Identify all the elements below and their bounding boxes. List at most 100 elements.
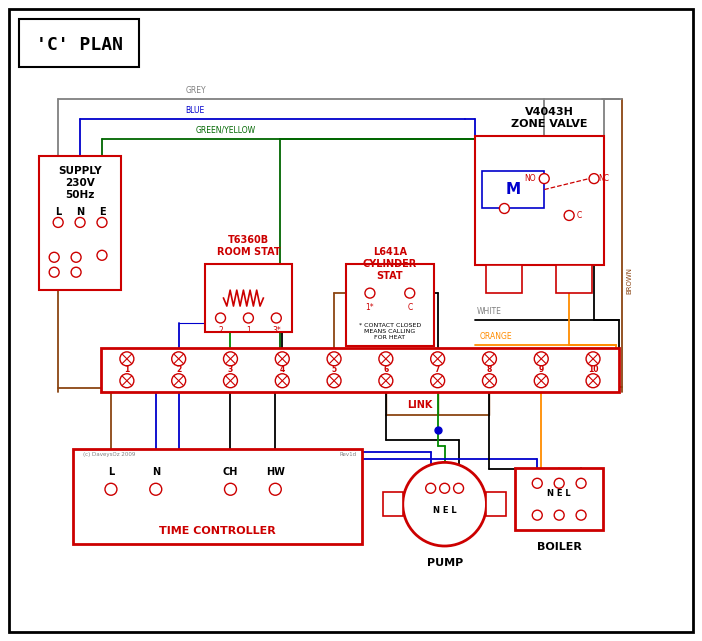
Text: ORANGE: ORANGE	[479, 332, 512, 341]
Circle shape	[120, 352, 134, 366]
Text: BROWN: BROWN	[626, 267, 632, 294]
Circle shape	[439, 483, 449, 493]
Circle shape	[216, 313, 225, 323]
Circle shape	[53, 217, 63, 228]
Circle shape	[576, 478, 586, 488]
Text: T6360B: T6360B	[228, 235, 269, 246]
FancyBboxPatch shape	[486, 265, 522, 293]
Text: CH: CH	[223, 467, 238, 478]
Circle shape	[589, 174, 599, 183]
Circle shape	[532, 478, 542, 488]
Circle shape	[275, 374, 289, 388]
Text: 3: 3	[228, 365, 233, 374]
Text: 2: 2	[176, 365, 181, 374]
Text: ROOM STAT: ROOM STAT	[217, 247, 280, 257]
Text: 6: 6	[383, 365, 388, 374]
Text: 9: 9	[538, 365, 544, 374]
Circle shape	[97, 250, 107, 260]
Circle shape	[172, 374, 185, 388]
Text: 8: 8	[486, 365, 492, 374]
Circle shape	[403, 462, 486, 546]
FancyBboxPatch shape	[101, 348, 619, 392]
FancyBboxPatch shape	[73, 449, 362, 544]
Text: 50Hz: 50Hz	[65, 190, 95, 199]
Text: Rev1d: Rev1d	[340, 453, 357, 458]
Circle shape	[534, 352, 548, 366]
Text: 1*: 1*	[366, 303, 374, 312]
Circle shape	[105, 483, 117, 495]
Circle shape	[71, 253, 81, 262]
Text: ZONE VALVE: ZONE VALVE	[511, 119, 588, 129]
Text: NC: NC	[598, 174, 609, 183]
Circle shape	[379, 374, 393, 388]
Circle shape	[431, 374, 444, 388]
Circle shape	[586, 374, 600, 388]
Text: N: N	[152, 467, 160, 478]
Circle shape	[554, 510, 564, 520]
Text: 4: 4	[279, 365, 285, 374]
Circle shape	[97, 217, 107, 228]
Circle shape	[275, 352, 289, 366]
Text: 5: 5	[331, 365, 337, 374]
Text: 1: 1	[246, 326, 251, 335]
FancyBboxPatch shape	[204, 264, 292, 332]
Text: HW: HW	[266, 467, 285, 478]
Text: * CONTACT CLOSED
MEANS CALLING
FOR HEAT: * CONTACT CLOSED MEANS CALLING FOR HEAT	[359, 323, 421, 340]
FancyBboxPatch shape	[20, 19, 139, 67]
Circle shape	[271, 313, 282, 323]
Text: SUPPLY: SUPPLY	[58, 165, 102, 176]
Text: 10: 10	[588, 365, 598, 374]
Circle shape	[223, 352, 237, 366]
FancyBboxPatch shape	[556, 265, 592, 293]
FancyBboxPatch shape	[383, 492, 403, 516]
Text: NO: NO	[524, 174, 536, 183]
Text: L: L	[108, 467, 114, 478]
Text: TIME CONTROLLER: TIME CONTROLLER	[159, 526, 276, 536]
Circle shape	[223, 374, 237, 388]
Circle shape	[71, 267, 81, 277]
Text: N E L: N E L	[433, 506, 456, 515]
Text: GREEN/YELLOW: GREEN/YELLOW	[196, 126, 256, 135]
FancyBboxPatch shape	[346, 264, 434, 346]
Circle shape	[576, 510, 586, 520]
Circle shape	[586, 352, 600, 366]
Circle shape	[431, 352, 444, 366]
Circle shape	[532, 510, 542, 520]
Text: CYLINDER: CYLINDER	[363, 259, 417, 269]
Circle shape	[365, 288, 375, 298]
Circle shape	[75, 217, 85, 228]
Circle shape	[327, 352, 341, 366]
Circle shape	[49, 253, 59, 262]
FancyBboxPatch shape	[515, 469, 603, 530]
Text: LINK: LINK	[407, 399, 432, 410]
Circle shape	[49, 267, 59, 277]
FancyBboxPatch shape	[9, 10, 693, 631]
Circle shape	[554, 478, 564, 488]
Text: 3*: 3*	[272, 326, 281, 335]
Circle shape	[225, 483, 237, 495]
Text: 'C' PLAN: 'C' PLAN	[36, 36, 123, 54]
Circle shape	[327, 374, 341, 388]
Text: BLUE: BLUE	[185, 106, 205, 115]
Text: N: N	[76, 208, 84, 217]
Text: C: C	[577, 211, 583, 220]
Circle shape	[172, 352, 185, 366]
FancyBboxPatch shape	[475, 136, 604, 265]
Text: L: L	[55, 208, 61, 217]
FancyBboxPatch shape	[39, 156, 121, 290]
Text: N E L: N E L	[548, 488, 571, 498]
Text: GREY: GREY	[185, 86, 206, 95]
Circle shape	[539, 174, 549, 183]
Text: 2: 2	[218, 326, 223, 335]
Text: V4043H: V4043H	[525, 107, 574, 117]
Circle shape	[564, 210, 574, 221]
Text: WHITE: WHITE	[477, 307, 501, 316]
Circle shape	[482, 352, 496, 366]
Text: STAT: STAT	[376, 271, 403, 281]
Circle shape	[482, 374, 496, 388]
Circle shape	[244, 313, 253, 323]
Circle shape	[120, 374, 134, 388]
FancyBboxPatch shape	[486, 492, 506, 516]
Text: (c) DaveysOz 2009: (c) DaveysOz 2009	[83, 453, 135, 458]
Circle shape	[499, 203, 510, 213]
